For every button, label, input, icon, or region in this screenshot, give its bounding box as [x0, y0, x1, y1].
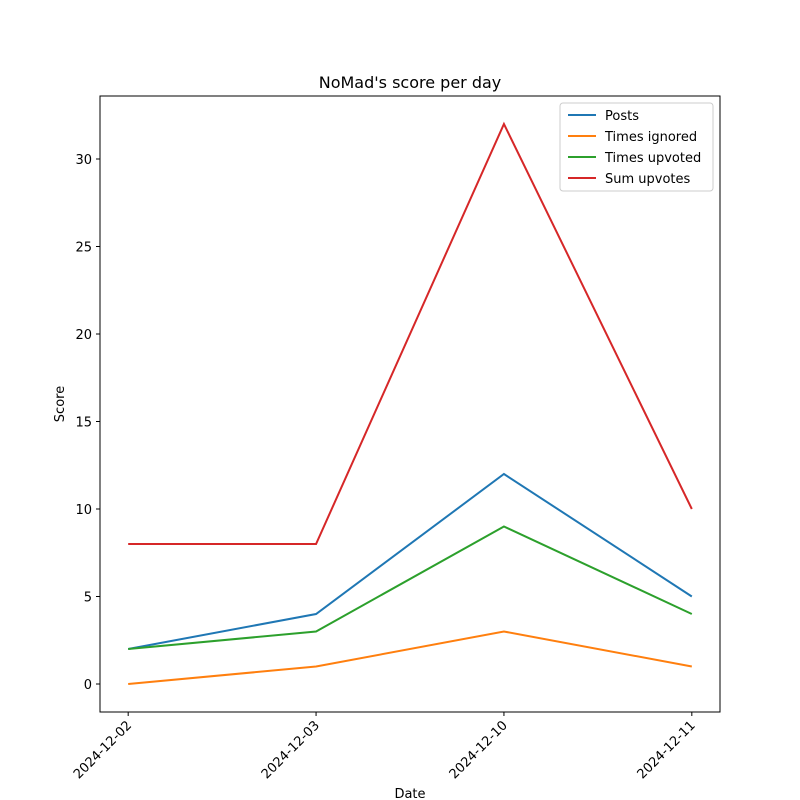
legend-label: Times ignored — [604, 130, 697, 145]
legend-box — [559, 102, 714, 192]
x-tick-label: 2024-12-10 — [447, 718, 511, 782]
x-tick-label: 2024-12-03 — [259, 718, 323, 782]
y-tick-label: 10 — [75, 503, 92, 518]
y-tick-label: 5 — [84, 591, 92, 606]
series-line — [128, 630, 693, 685]
y-axis-label: Score — [53, 386, 68, 422]
y-tick-label: 0 — [84, 678, 92, 693]
y-tick-label: 15 — [75, 416, 92, 431]
series-line — [128, 121, 693, 545]
legend-label: Posts — [605, 109, 639, 124]
legend-label: Sum upvotes — [605, 172, 691, 187]
legend-label: Times upvoted — [604, 151, 701, 166]
y-tick-label: 25 — [75, 241, 92, 256]
x-tick-label: 2024-12-02 — [71, 718, 135, 782]
x-axis-label: Date — [394, 787, 425, 800]
y-tick-label: 20 — [75, 328, 92, 343]
y-tick-label: 30 — [75, 153, 92, 168]
series-line — [128, 525, 693, 650]
plot-frame — [99, 95, 721, 713]
chart-title: NoMad's score per day — [319, 73, 502, 92]
series-line — [127, 472, 693, 650]
x-tick-label: 2024-12-11 — [635, 718, 699, 782]
